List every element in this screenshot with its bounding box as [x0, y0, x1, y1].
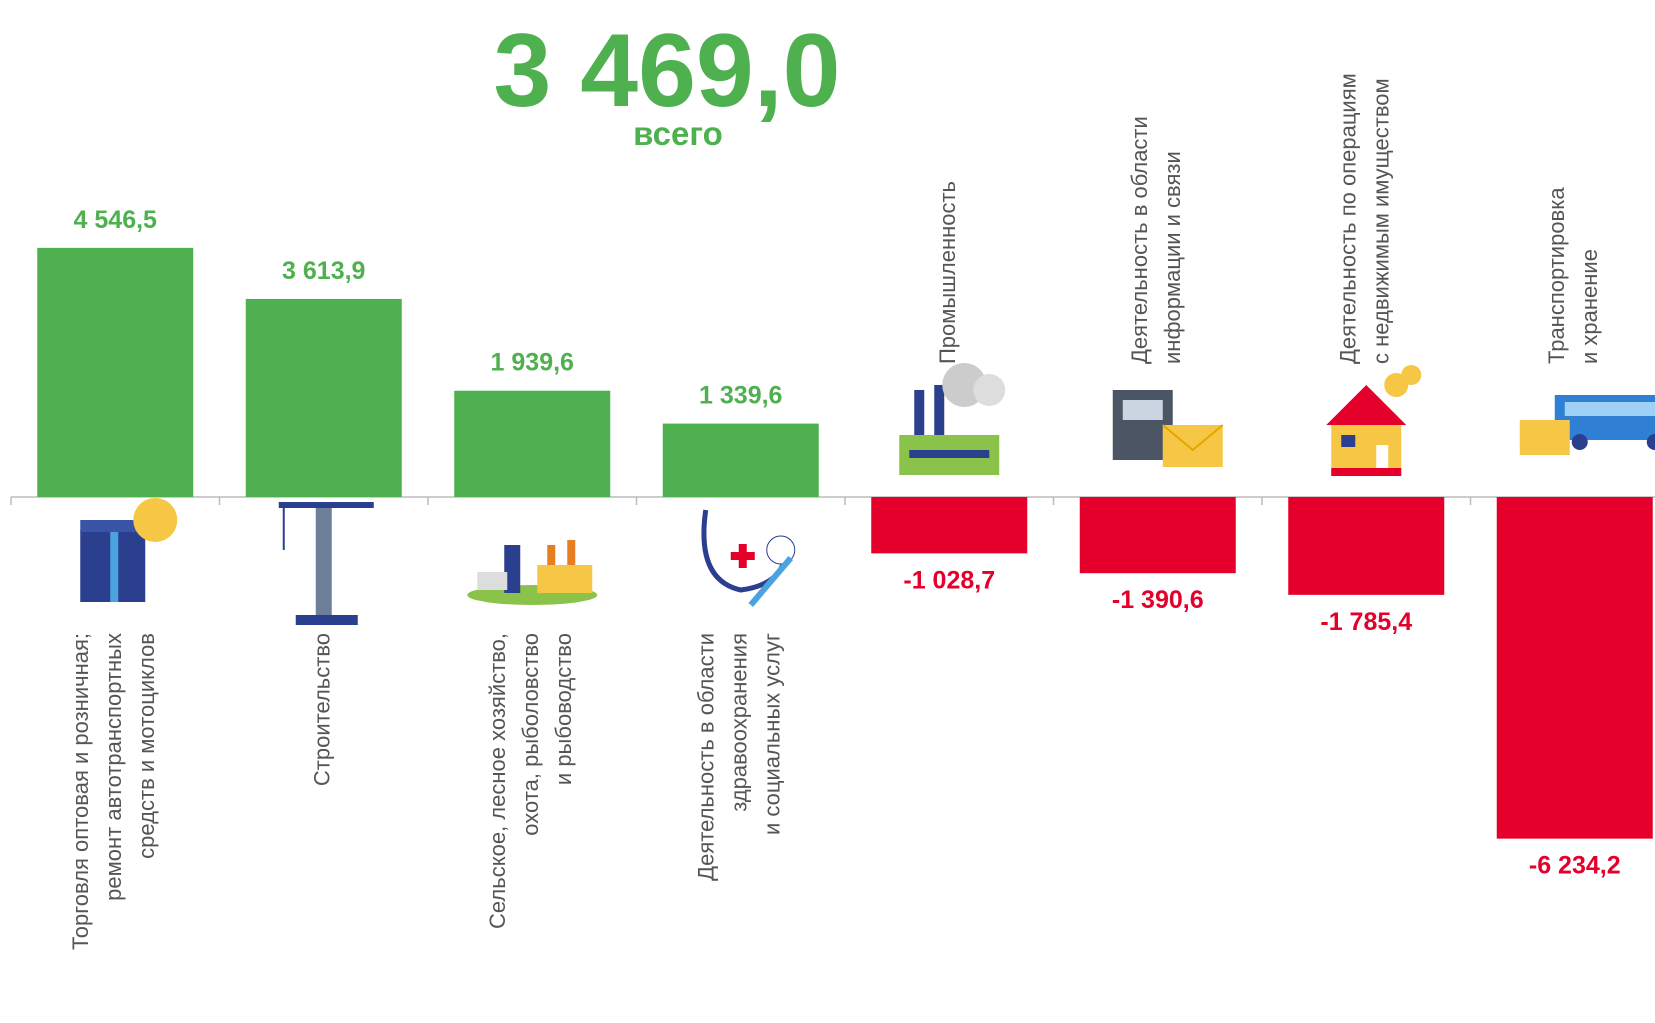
category-label: Деятельность по операциям — [1336, 73, 1361, 364]
icon-part — [547, 545, 556, 565]
icon-part — [537, 565, 593, 593]
icon-part — [748, 556, 794, 607]
icon-part — [110, 530, 119, 602]
icon-part — [934, 385, 945, 435]
bar — [662, 423, 819, 497]
bar — [871, 497, 1028, 554]
icon-part — [1401, 365, 1422, 385]
icon-part — [1326, 385, 1407, 425]
category-label: и хранение — [1577, 249, 1602, 364]
category-icon — [278, 502, 374, 625]
icon-part — [504, 545, 521, 593]
category-icon — [467, 540, 598, 605]
icon-part — [738, 544, 747, 568]
icon-part — [80, 520, 146, 532]
category-label: с недвижимым имуществом — [1369, 78, 1394, 364]
icon-part — [914, 390, 925, 435]
bar — [1496, 497, 1653, 839]
icon-part — [973, 374, 1006, 406]
value-label: -1 390,6 — [1112, 586, 1204, 614]
icon-part — [295, 615, 358, 625]
category-icon — [1112, 390, 1224, 467]
category-label: информации и связи — [1160, 151, 1185, 364]
icon-part — [1341, 435, 1356, 447]
category-label: Деятельность в области — [1127, 116, 1152, 364]
category-label: Транспортировка — [1544, 187, 1569, 364]
icon-part — [1162, 424, 1224, 452]
icon-part — [1331, 425, 1402, 475]
value-label: 1 339,6 — [699, 382, 782, 410]
value-label: -1 028,7 — [903, 566, 995, 594]
value-label: 1 939,6 — [491, 349, 574, 377]
category-label: Сельское, лесное хозяйство, — [485, 633, 510, 929]
bar — [1288, 497, 1445, 595]
bar — [454, 390, 611, 497]
chart-subtitle: всего — [633, 115, 723, 152]
value-label: 3 613,9 — [282, 257, 365, 285]
category-label: Строительство — [310, 633, 335, 786]
icon-part — [133, 498, 178, 542]
icon-part — [477, 572, 508, 590]
icon-part — [1646, 434, 1655, 450]
icon-part — [278, 502, 374, 508]
category-label: Торговля оптовая и розничная; — [68, 633, 93, 950]
category-icon — [80, 498, 178, 602]
icon-part — [1571, 434, 1588, 450]
category-icon — [1326, 365, 1422, 476]
category-label: и рыбоводство — [551, 633, 576, 785]
bar — [245, 298, 402, 497]
icon-part — [1162, 425, 1223, 467]
category-label: охота, рыболовство — [518, 633, 543, 836]
icon-part — [1376, 445, 1389, 475]
chart-title: 3 469,0 — [494, 13, 841, 129]
category-label: здравоохранения — [727, 633, 752, 812]
icon-part — [1519, 420, 1570, 455]
value-label: -1 785,4 — [1320, 608, 1412, 636]
value-label: 4 546,5 — [74, 206, 158, 234]
bar — [37, 247, 194, 497]
category-icon — [1519, 395, 1655, 455]
icon-part — [1554, 395, 1655, 440]
category-label: ремонт автотранспортных — [101, 633, 126, 901]
bar — [1079, 497, 1236, 574]
category-icon — [701, 509, 796, 607]
icon-part — [1564, 402, 1655, 416]
icon-part — [315, 505, 332, 615]
value-label: -6 234,2 — [1529, 852, 1621, 880]
icon-part — [1122, 400, 1163, 420]
category-label: Промышленность — [935, 181, 960, 364]
category-label: и социальных услуг — [760, 633, 785, 835]
category-label: средств и мотоциклов — [134, 633, 159, 859]
icon-part — [909, 450, 990, 458]
category-icon — [899, 363, 1006, 475]
icon-part — [567, 540, 576, 565]
icon-part — [1331, 468, 1402, 476]
category-label: Деятельность в области — [694, 633, 719, 881]
